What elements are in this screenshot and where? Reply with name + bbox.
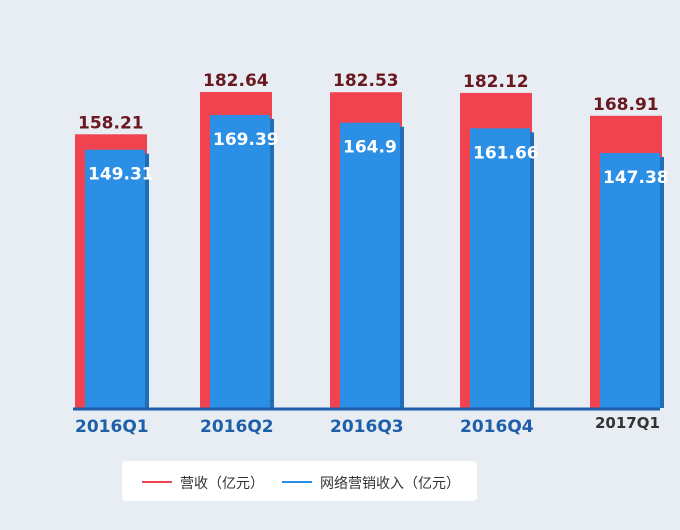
x-tick-label: 2016Q2 <box>200 417 274 437</box>
marketing-value-label: 169.39 <box>213 130 279 150</box>
marketing-bar <box>85 149 145 408</box>
marketing-bar <box>600 153 660 408</box>
legend-marketing-label: 网络营销收入（亿元） <box>320 476 460 492</box>
marketing-value-label: 149.31 <box>88 165 154 185</box>
marketing-bar <box>470 128 530 409</box>
x-tick-label: 2017Q1 <box>595 414 660 432</box>
revenue-value-label: 182.64 <box>203 71 269 91</box>
marketing-value-label: 147.38 <box>603 168 669 188</box>
revenue-value-label: 158.21 <box>78 113 144 133</box>
marketing-value-label: 161.66 <box>473 143 539 163</box>
marketing-bar <box>340 122 400 409</box>
x-tick-label: 2016Q4 <box>460 417 534 437</box>
revenue-value-label: 182.53 <box>333 71 399 91</box>
x-tick-label: 2016Q1 <box>75 417 149 437</box>
x-tick-label: 2016Q3 <box>330 417 404 437</box>
legend-revenue-label: 营收（亿元） <box>180 476 264 492</box>
marketing-bar <box>210 114 270 409</box>
marketing-value-label: 164.9 <box>343 138 397 158</box>
revenue-value-label: 182.12 <box>463 72 529 92</box>
revenue-value-label: 168.91 <box>593 95 659 115</box>
